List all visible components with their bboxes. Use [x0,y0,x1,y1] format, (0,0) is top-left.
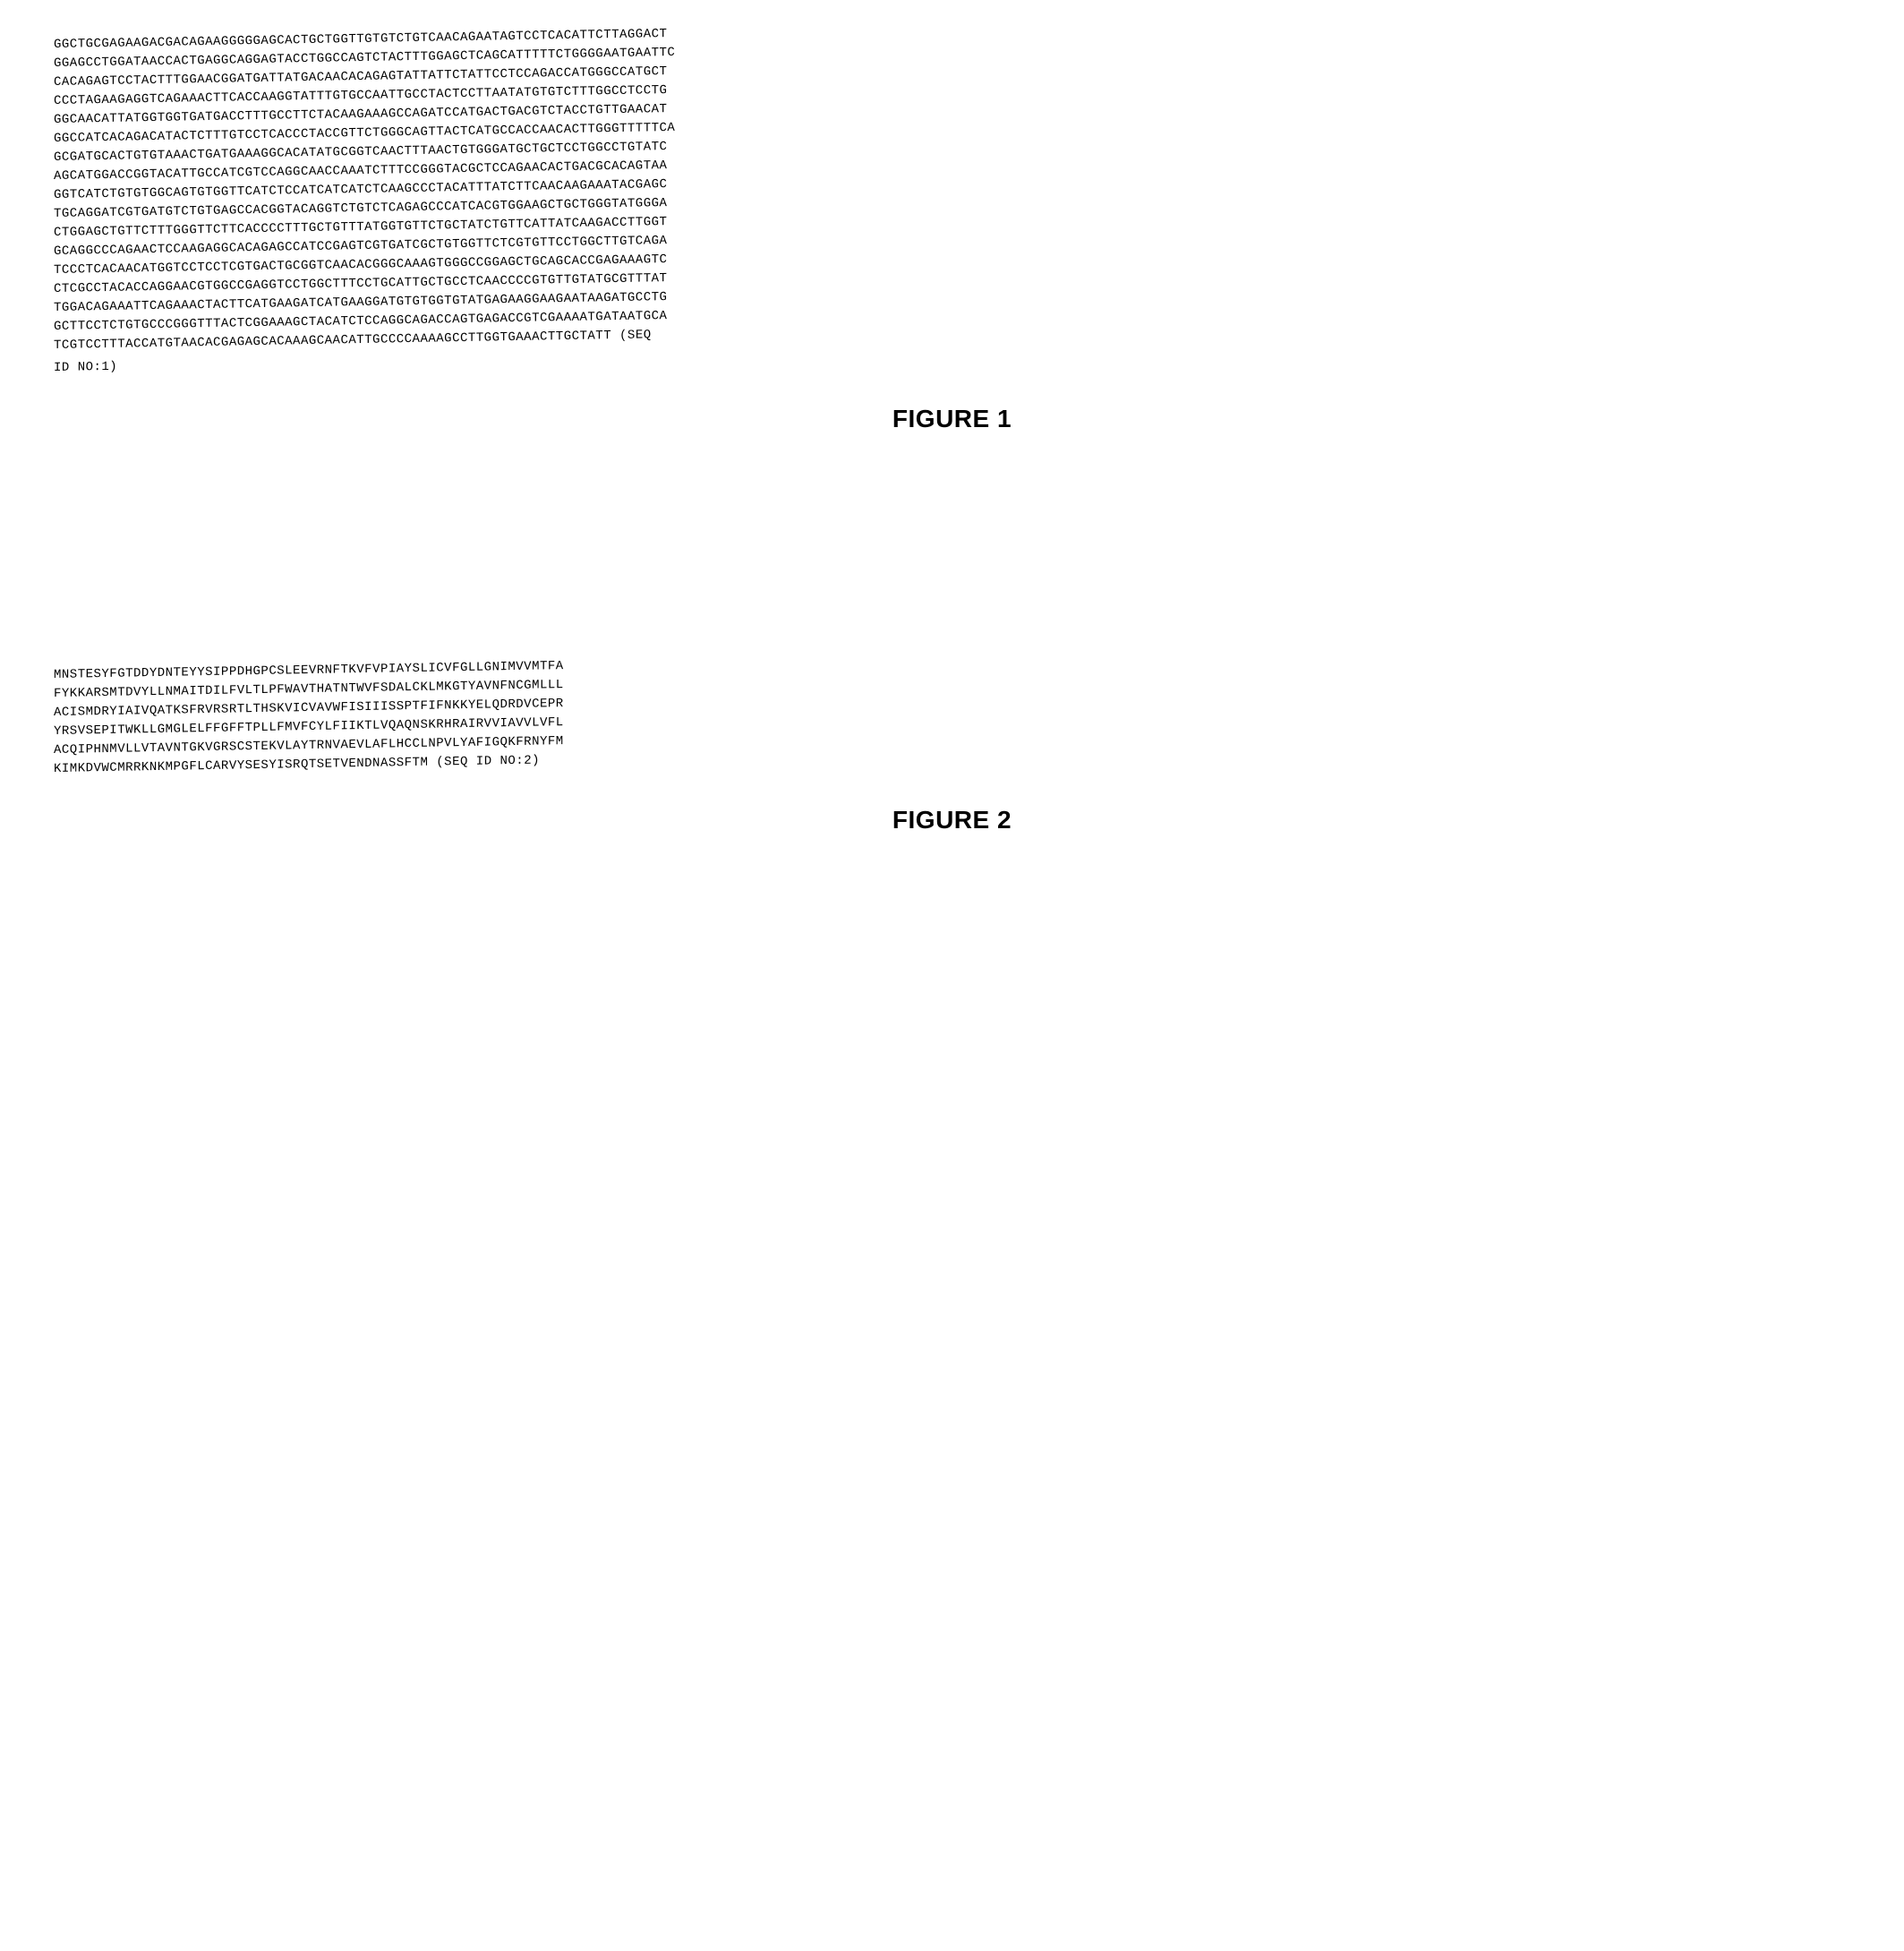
seq-id-label: (SEQ [619,328,652,343]
figure1-label: FIGURE 1 [54,405,1850,433]
figure1-sequence-block: GGCTGCGAGAAGACGACAGAAGGGGGAGCACTGCTGGTTG… [54,4,1850,378]
figure2-label: FIGURE 2 [54,806,1850,834]
seq-id-label: (SEQ ID NO:2) [436,754,540,770]
protein-sequence-text: KIMKDVWCMRRKNKMPGFLCARVYSESYISRQTSETVEND… [54,756,428,776]
